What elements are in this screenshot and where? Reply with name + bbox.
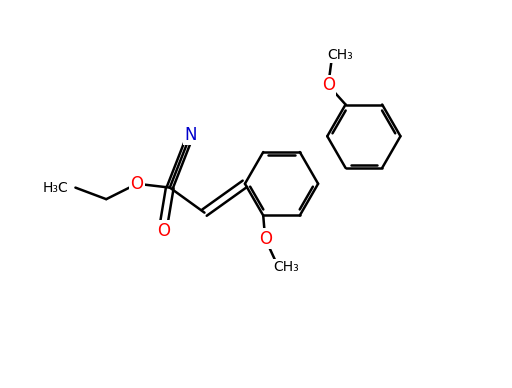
Text: CH₃: CH₃ xyxy=(273,260,299,274)
Text: O: O xyxy=(259,230,272,248)
Text: CH₃: CH₃ xyxy=(328,48,353,62)
Text: O: O xyxy=(322,76,335,94)
Text: H₃C: H₃C xyxy=(42,180,69,195)
Text: O: O xyxy=(158,222,170,240)
Text: N: N xyxy=(184,126,197,144)
Text: O: O xyxy=(131,175,143,193)
